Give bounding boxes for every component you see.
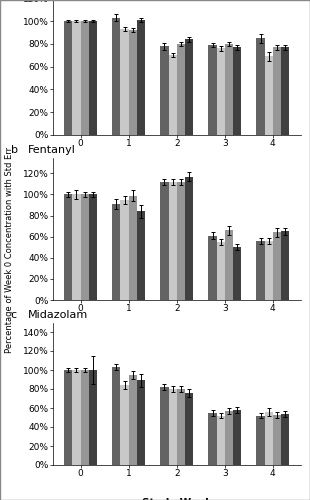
Bar <box>169 389 177 465</box>
Bar <box>265 56 273 135</box>
Bar <box>233 47 241 135</box>
Bar <box>121 29 129 135</box>
Bar <box>129 375 137 465</box>
Bar <box>225 44 233 135</box>
Bar <box>121 200 129 300</box>
Bar <box>64 194 73 300</box>
Bar <box>129 30 137 135</box>
Bar <box>217 416 225 465</box>
Bar <box>185 176 193 300</box>
Text: Fentanyl: Fentanyl <box>28 144 76 154</box>
Bar <box>208 236 217 300</box>
Bar <box>208 413 217 465</box>
Bar <box>73 194 81 300</box>
Bar <box>160 46 169 135</box>
Bar <box>256 241 265 300</box>
Text: b: b <box>11 144 18 154</box>
Bar <box>273 232 281 300</box>
Bar <box>185 393 193 465</box>
Bar <box>64 21 73 135</box>
Bar <box>89 194 97 300</box>
Bar <box>137 212 145 300</box>
Bar <box>177 44 185 135</box>
Bar <box>265 412 273 465</box>
Bar <box>81 21 89 135</box>
Bar <box>89 21 97 135</box>
Text: Midazolam: Midazolam <box>28 310 88 320</box>
Bar <box>169 55 177 135</box>
Bar <box>81 370 89 465</box>
Text: Percentage of Week 0 Concentration with Std Err: Percentage of Week 0 Concentration with … <box>5 147 14 353</box>
Bar <box>256 416 265 465</box>
Bar <box>64 370 73 465</box>
Bar <box>225 411 233 465</box>
Bar <box>265 241 273 300</box>
Bar <box>225 230 233 300</box>
Bar <box>281 232 289 300</box>
Bar <box>185 39 193 135</box>
Bar <box>281 47 289 135</box>
Bar <box>160 387 169 465</box>
Legend: Group A, Group B, Group C, Group D: Group A, Group B, Group C, Group D <box>87 335 267 350</box>
X-axis label: Study Week: Study Week <box>142 498 212 500</box>
Bar <box>112 18 121 135</box>
Legend: Group A, Group B, Group C, Group D: Group A, Group B, Group C, Group D <box>87 170 267 186</box>
Bar <box>217 242 225 300</box>
Bar <box>160 182 169 300</box>
Bar <box>73 370 81 465</box>
Text: c: c <box>11 310 17 320</box>
Bar <box>112 204 121 300</box>
Bar <box>81 194 89 300</box>
Bar <box>73 21 81 135</box>
Bar <box>177 182 185 300</box>
Bar <box>217 48 225 135</box>
Bar <box>273 47 281 135</box>
Bar <box>273 414 281 465</box>
Bar <box>112 367 121 465</box>
Bar <box>169 182 177 300</box>
Bar <box>233 410 241 465</box>
Bar <box>121 385 129 465</box>
Bar <box>281 414 289 465</box>
Bar <box>233 247 241 300</box>
Bar <box>129 196 137 300</box>
Bar <box>208 45 217 135</box>
Bar <box>137 380 145 465</box>
Bar <box>137 20 145 135</box>
Bar <box>89 370 97 465</box>
Bar <box>256 38 265 135</box>
Bar <box>177 389 185 465</box>
